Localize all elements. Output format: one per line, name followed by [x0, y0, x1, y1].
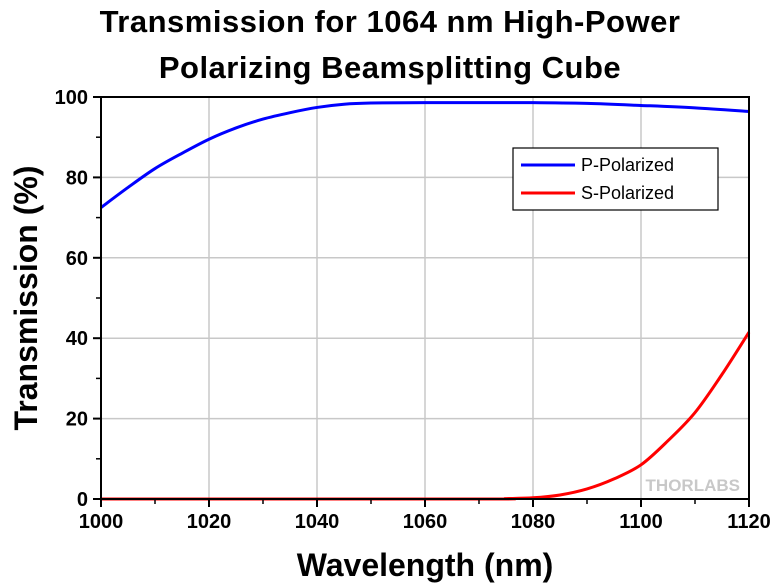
- legend-label: S-Polarized: [581, 183, 674, 203]
- y-tick-label: 80: [66, 167, 88, 189]
- series-line-p-polarized: [100, 101, 750, 209]
- legend[interactable]: P-Polarized S-Polarized: [512, 147, 719, 211]
- y-tick-label: 60: [66, 248, 88, 270]
- legend-box: [512, 147, 719, 211]
- watermark-logo: THORLABS: [646, 476, 740, 495]
- chart-subtitle: Polarizing Beamsplitting Cube: [158, 50, 622, 85]
- x-tick-label: 1100: [619, 511, 662, 533]
- x-tick-label: 1020: [187, 511, 232, 533]
- y-tick-label: 0: [77, 489, 88, 511]
- x-tick-label: 1060: [403, 511, 448, 533]
- legend-label: P-Polarized: [581, 155, 674, 175]
- y-tick-label: 100: [55, 87, 88, 109]
- x-tick-label: 1040: [295, 511, 340, 533]
- y-tick-label: 20: [66, 409, 88, 431]
- x-tick-label: 1120: [727, 511, 770, 533]
- x-axis-title: Wavelength (nm): [297, 547, 554, 583]
- chart-title: Transmission for 1064 nm High-Power: [99, 4, 681, 39]
- x-tick-label: 1000: [79, 511, 124, 533]
- y-axis-title: Transmission (%): [8, 166, 44, 431]
- y-tick-label: 40: [66, 328, 88, 350]
- x-tick-label: 1080: [511, 511, 556, 533]
- ticks: 1000 1020 1040 1060 1080 1100 1120 0 20 40 60 80 100: [55, 87, 771, 533]
